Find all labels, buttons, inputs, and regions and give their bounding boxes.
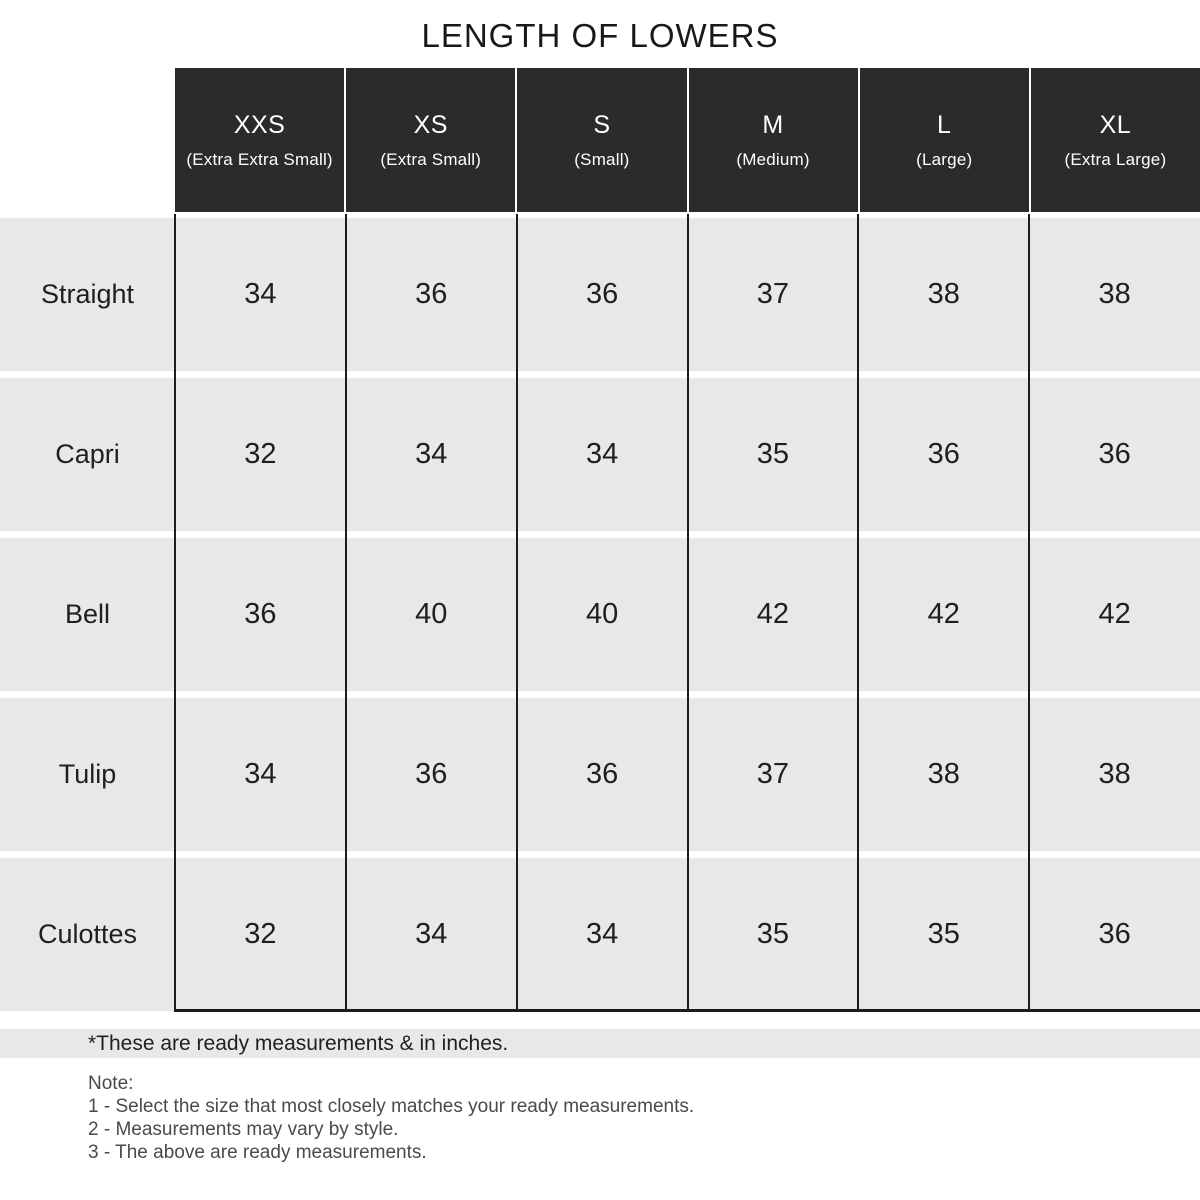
table-cell: 36 bbox=[415, 278, 448, 310]
table-cell: 36 bbox=[927, 438, 960, 470]
column-fullname-label: (Extra Large) bbox=[1064, 149, 1167, 169]
row-label: Culottes bbox=[37, 919, 138, 949]
table-cell: 32 bbox=[244, 918, 277, 950]
table-cell: 38 bbox=[1098, 758, 1131, 790]
column-fullname-label: (Extra Extra Small) bbox=[186, 149, 333, 169]
column-size-label: XXS bbox=[233, 110, 286, 139]
table-cell: 42 bbox=[756, 598, 790, 630]
page-title: LENGTH OF LOWERS bbox=[421, 17, 779, 54]
footnote-text: *These are ready measurements & in inche… bbox=[88, 1031, 509, 1055]
column-divider bbox=[174, 214, 176, 1012]
table-row-culottes: Culottes 32 34 34 35 35 36 bbox=[0, 858, 1200, 1011]
table-cell: 35 bbox=[756, 918, 790, 950]
table-cell: 40 bbox=[415, 598, 448, 630]
column-divider bbox=[857, 214, 859, 1012]
column-header-s: S (Small) bbox=[517, 68, 687, 212]
table-header-row: XXS (Extra Extra Small) XS (Extra Small)… bbox=[175, 68, 1200, 212]
table-cell: 32 bbox=[244, 438, 277, 470]
column-size-label: XS bbox=[413, 110, 448, 139]
column-header-m: M (Medium) bbox=[688, 68, 858, 212]
column-size-label: S bbox=[593, 110, 611, 139]
table-row-bell: Bell 36 40 40 42 42 42 bbox=[0, 538, 1200, 691]
table-cell: 40 bbox=[585, 598, 619, 630]
column-divider bbox=[345, 214, 347, 1012]
table-cell: 34 bbox=[585, 438, 619, 470]
column-size-label: M bbox=[762, 110, 784, 139]
table-cell: 36 bbox=[415, 758, 448, 790]
table-cell: 38 bbox=[1098, 278, 1131, 310]
column-divider bbox=[687, 214, 689, 1012]
row-label: Bell bbox=[64, 599, 111, 629]
table-cell: 36 bbox=[1098, 918, 1131, 950]
table-row-tulip: Tulip 34 36 36 37 38 38 bbox=[0, 698, 1200, 851]
note-item: 2 - Measurements may vary by style. bbox=[88, 1119, 399, 1140]
table-cell: 35 bbox=[756, 438, 790, 470]
table-cell: 35 bbox=[927, 918, 960, 950]
column-fullname-label: (Large) bbox=[916, 149, 973, 169]
column-size-label: L bbox=[937, 110, 952, 139]
notes-heading: Note: bbox=[88, 1073, 134, 1094]
column-fullname-label: (Small) bbox=[574, 149, 630, 169]
column-size-label: XL bbox=[1099, 110, 1132, 139]
table-cell: 42 bbox=[1098, 598, 1131, 630]
table-cell: 34 bbox=[585, 918, 619, 950]
table-row-straight: Straight 34 36 36 37 38 38 bbox=[0, 218, 1200, 371]
column-header-xl: XL (Extra Large) bbox=[1030, 68, 1200, 212]
table-body: Straight 34 36 36 37 38 38 Capri 32 34 3… bbox=[0, 218, 1200, 1018]
column-divider bbox=[1028, 214, 1030, 1012]
table-cell: 36 bbox=[244, 598, 277, 630]
table-cell: 34 bbox=[244, 278, 277, 310]
notes-section: Note: 1 - Select the size that most clos… bbox=[88, 1072, 694, 1164]
note-item: 1 - Select the size that most closely ma… bbox=[88, 1096, 695, 1117]
column-header-xs: XS (Extra Small) bbox=[346, 68, 516, 212]
row-label: Tulip bbox=[58, 759, 117, 789]
column-fullname-label: (Medium) bbox=[736, 149, 810, 169]
table-cell: 42 bbox=[927, 598, 960, 630]
footnote-band: *These are ready measurements & in inche… bbox=[0, 1029, 1200, 1058]
table-cell: 38 bbox=[927, 758, 960, 790]
column-fullname-label: (Extra Small) bbox=[380, 149, 482, 169]
row-label: Capri bbox=[55, 439, 120, 469]
table-row-capri: Capri 32 34 34 35 36 36 bbox=[0, 378, 1200, 531]
table-cell: 38 bbox=[927, 278, 960, 310]
table-cell: 36 bbox=[585, 278, 619, 310]
column-divider bbox=[516, 214, 518, 1012]
note-item: 3 - The above are ready measurements. bbox=[88, 1142, 427, 1163]
table-cell: 37 bbox=[756, 758, 790, 790]
table-cell: 36 bbox=[1098, 438, 1131, 470]
row-label: Straight bbox=[40, 279, 135, 309]
table-cell: 34 bbox=[415, 918, 448, 950]
table-cell: 37 bbox=[756, 278, 790, 310]
table-cell: 34 bbox=[415, 438, 448, 470]
table-cell: 36 bbox=[585, 758, 619, 790]
column-header-xxs: XXS (Extra Extra Small) bbox=[175, 68, 345, 212]
table-bottom-border bbox=[174, 1009, 1200, 1012]
column-header-l: L (Large) bbox=[859, 68, 1029, 212]
table-cell: 34 bbox=[244, 758, 277, 790]
